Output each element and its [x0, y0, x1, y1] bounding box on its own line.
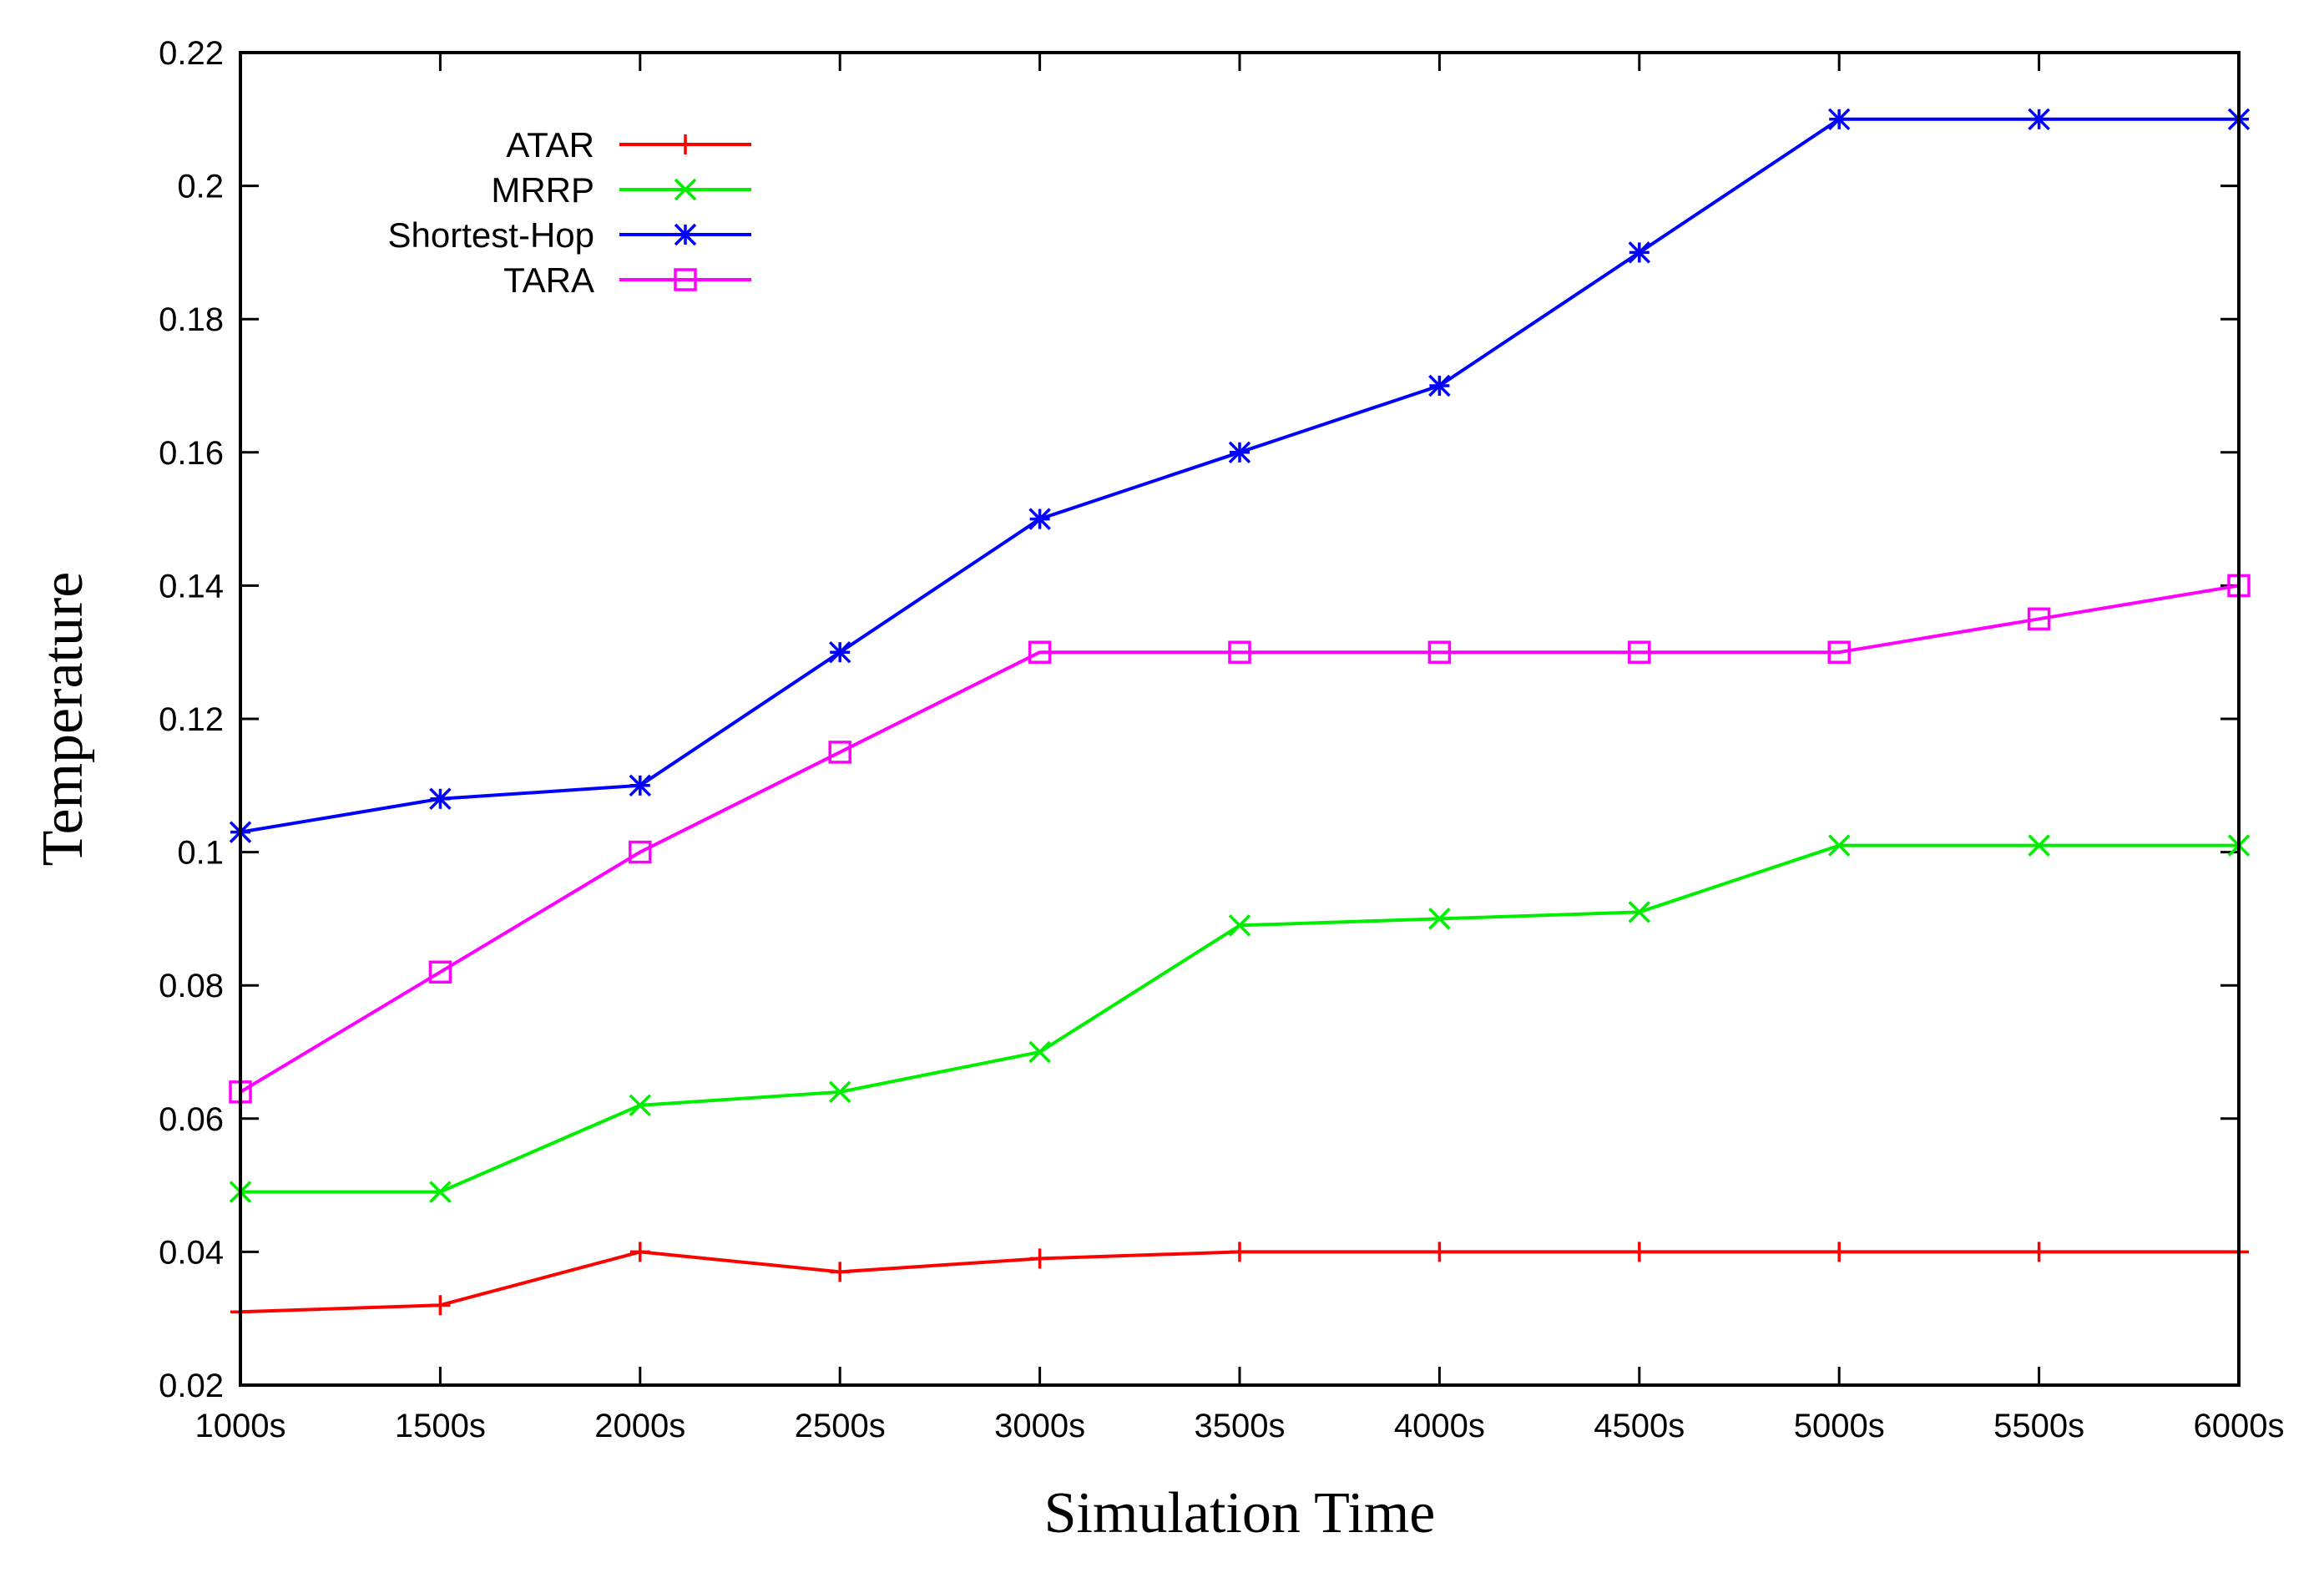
x-tick-label: 2000s: [594, 1408, 685, 1444]
legend-label: Shortest-Hop: [388, 215, 594, 255]
data-point-tara: [2027, 607, 2051, 631]
y-tick-label: 0.2: [177, 169, 224, 205]
y-tick-label: 0.12: [159, 701, 224, 738]
data-point-tara: [1827, 640, 1851, 664]
data-point-shortest-hop: [1628, 241, 1651, 264]
data-point-tara: [1028, 640, 1052, 664]
series-layer: [229, 108, 2251, 1323]
x-tick-label: 5000s: [1794, 1408, 1885, 1444]
data-point-shortest-hop: [1428, 374, 1451, 397]
data-point-tara: [629, 840, 652, 864]
x-tick-label: 2500s: [795, 1408, 886, 1444]
series-mrrp: [229, 834, 2251, 1203]
x-tick-label: 1000s: [195, 1408, 286, 1444]
x-tick-label: 4000s: [1394, 1408, 1485, 1444]
x-tick-label: 5500s: [1993, 1408, 2084, 1444]
y-tick-label: 0.06: [159, 1101, 224, 1138]
y-tick-label: 0.1: [177, 835, 224, 872]
legend-label: TARA: [503, 260, 594, 300]
y-tick-label: 0.22: [159, 35, 224, 72]
data-point-mrrp: [2028, 834, 2050, 857]
series-shortest-hop: [229, 108, 2251, 843]
data-point-atar: [1829, 1242, 1850, 1262]
legend-item-shortest-hop: Shortest-Hop: [388, 215, 751, 255]
legend-marker: [674, 223, 697, 246]
legend-label: ATAR: [506, 125, 594, 164]
legend-marker: [675, 134, 695, 154]
legend-marker: [674, 178, 697, 201]
legend-item-tara: TARA: [503, 260, 751, 300]
data-point-shortest-hop: [1827, 108, 1851, 131]
y-tick-label: 0.18: [159, 301, 224, 338]
x-tick-label: 3500s: [1195, 1408, 1286, 1444]
data-point-tara: [428, 960, 452, 984]
data-point-mrrp: [1228, 914, 1251, 937]
legend-marker: [674, 268, 697, 291]
data-point-atar: [1029, 1248, 1050, 1269]
data-point-mrrp: [629, 1094, 652, 1117]
x-tick-label: 6000s: [2194, 1408, 2285, 1444]
data-point-tara: [1628, 640, 1651, 664]
y-tick-label: 0.16: [159, 435, 224, 472]
data-point-tara: [1427, 640, 1452, 664]
y-tick-label: 0.02: [159, 1368, 224, 1404]
data-point-shortest-hop: [828, 640, 851, 664]
x-tick-labels: 1000s 1500s 2000s 2500s 3000s 3500s 4000s 4500s…: [195, 1408, 2285, 1444]
data-point-atar: [1429, 1242, 1450, 1262]
data-point-mrrp: [828, 1080, 851, 1104]
data-point-atar: [629, 1242, 650, 1262]
data-point-atar: [1629, 1242, 1650, 1262]
legend: ATAR MRRP Shortest-Hop TARA: [388, 125, 751, 300]
data-point-mrrp: [1028, 1040, 1051, 1064]
data-point-mrrp: [1827, 834, 1851, 857]
data-point-shortest-hop: [1228, 441, 1251, 464]
y-tick-label: 0.08: [159, 968, 224, 1004]
y-tick-label: 0.14: [159, 568, 224, 604]
y-tick-labels: 0.02 0.04 0.06 0.08 0.1 0.12 0.14 0.16 0.18 0.2 0.…: [159, 35, 224, 1404]
legend-item-mrrp: MRRP: [491, 170, 751, 210]
data-point-atar: [830, 1262, 851, 1282]
data-point-atar: [2028, 1242, 2049, 1262]
legend-label: MRRP: [491, 170, 594, 210]
data-point-atar: [430, 1295, 451, 1316]
data-point-mrrp: [1428, 908, 1451, 930]
plot-frame: [239, 51, 2241, 1387]
x-tick-label: 3000s: [994, 1408, 1085, 1444]
data-point-atar: [1230, 1242, 1250, 1262]
data-point-tara: [1228, 640, 1251, 664]
data-point-shortest-hop: [429, 787, 452, 810]
x-axis-title: Simulation Time: [1044, 1481, 1436, 1545]
y-tick-label: 0.04: [159, 1234, 224, 1271]
x-tick-label: 1500s: [395, 1408, 486, 1444]
data-point-shortest-hop: [629, 774, 652, 797]
data-point-tara: [828, 741, 851, 764]
data-point-shortest-hop: [2028, 108, 2050, 131]
legend-item-atar: ATAR: [506, 125, 751, 164]
data-point-mrrp: [429, 1181, 452, 1203]
x-tick-label: 4500s: [1594, 1408, 1685, 1444]
data-point-mrrp: [1628, 901, 1651, 923]
y-axis-title: Temperature: [31, 572, 95, 867]
series-line-tara: [239, 584, 2240, 1094]
data-point-shortest-hop: [1028, 508, 1051, 530]
